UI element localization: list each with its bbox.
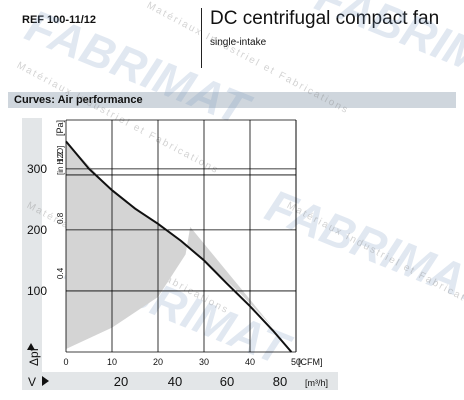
x-axis-symbol: V — [28, 375, 36, 389]
x-unit-label: [CFM] — [298, 357, 323, 367]
x2-tick-label-0: 20 — [114, 374, 128, 389]
header-divider — [201, 8, 202, 68]
performance-curve — [65, 140, 293, 353]
product-ref: REF 100-11/12 — [22, 14, 96, 26]
y2-tick-label-2: 1.2 — [56, 151, 65, 163]
y2-unit-label: [in H2O] — [56, 146, 65, 175]
y-unit-label: [Pa] — [55, 120, 65, 136]
x-axis-strip — [22, 372, 338, 390]
x-tick-label-0: 0 — [63, 357, 68, 367]
y-axis-arrow-icon — [27, 343, 35, 350]
x2-tick-label-2: 60 — [220, 374, 234, 389]
x-tick-label-5: 50 — [291, 357, 301, 367]
y-tick-label-0: 100 — [27, 284, 47, 298]
x-tick-label-1: 10 — [107, 357, 117, 367]
operating-range-area — [66, 141, 273, 349]
x2-unit-label: [m³/h] — [305, 378, 328, 388]
section-label: Curves: Air performance — [14, 94, 143, 106]
page-subtitle: single-intake — [210, 37, 267, 48]
x-tick-label-3: 30 — [199, 357, 209, 367]
y-axis-symbol: Δpf — [27, 347, 41, 366]
x-tick-label-2: 20 — [153, 357, 163, 367]
x2-tick-label-1: 40 — [168, 374, 182, 389]
x-tick-label-4: 40 — [245, 357, 255, 367]
y-axis-strip — [22, 118, 42, 390]
y2-tick-label-0: 0.4 — [56, 267, 65, 279]
y-tick-label-2: 300 — [27, 162, 47, 176]
x2-tick-label-3: 80 — [273, 374, 287, 389]
y2-tick-label-1: 0.8 — [56, 212, 65, 224]
y-tick-label-1: 200 — [27, 223, 47, 237]
section-bar — [8, 92, 456, 108]
x-axis-arrow-icon — [42, 376, 49, 386]
page-title: DC centrifugal compact fan — [210, 8, 440, 29]
